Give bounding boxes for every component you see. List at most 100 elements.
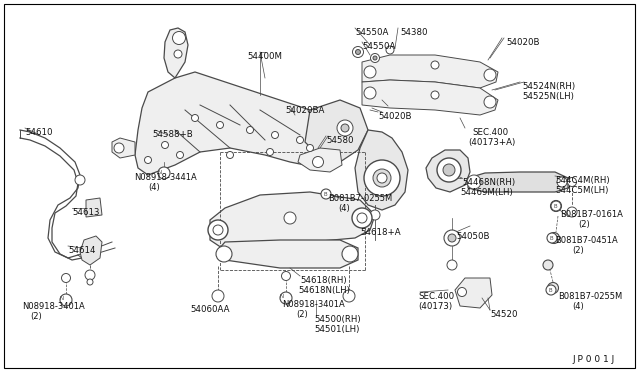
Text: N: N — [60, 296, 64, 301]
Text: J P 0 0 1 J: J P 0 0 1 J — [572, 355, 614, 364]
Polygon shape — [86, 198, 102, 217]
Text: 544C4M(RH): 544C4M(RH) — [555, 176, 610, 185]
Circle shape — [342, 246, 358, 262]
Circle shape — [177, 151, 184, 158]
Circle shape — [353, 46, 364, 58]
Circle shape — [484, 96, 496, 108]
Circle shape — [337, 120, 353, 136]
Text: 54501(LH): 54501(LH) — [314, 325, 360, 334]
Circle shape — [448, 234, 456, 242]
Circle shape — [458, 288, 467, 296]
Circle shape — [296, 137, 303, 144]
Circle shape — [321, 189, 331, 199]
Text: SEC.400: SEC.400 — [418, 292, 454, 301]
Text: 54520: 54520 — [490, 310, 518, 319]
Circle shape — [467, 175, 481, 189]
Circle shape — [312, 157, 323, 167]
Polygon shape — [112, 138, 135, 158]
Text: (4): (4) — [338, 204, 349, 213]
Circle shape — [208, 220, 228, 240]
Circle shape — [431, 61, 439, 69]
Text: 54618+A: 54618+A — [360, 228, 401, 237]
Circle shape — [371, 54, 380, 62]
Text: B: B — [548, 288, 552, 292]
Text: 54468N(RH): 54468N(RH) — [462, 178, 515, 187]
Circle shape — [145, 157, 152, 164]
Circle shape — [364, 66, 376, 78]
Text: 54400M: 54400M — [247, 52, 282, 61]
Circle shape — [364, 87, 376, 99]
Text: (40173): (40173) — [418, 302, 452, 311]
Text: 54020B: 54020B — [506, 38, 540, 47]
Polygon shape — [362, 80, 498, 115]
Circle shape — [568, 177, 577, 186]
Text: 54525N(LH): 54525N(LH) — [522, 92, 574, 101]
Circle shape — [484, 69, 496, 81]
Text: B: B — [323, 192, 327, 196]
Circle shape — [547, 233, 557, 243]
Text: 54020B: 54020B — [378, 112, 412, 121]
Text: (2): (2) — [578, 220, 589, 229]
Circle shape — [355, 49, 360, 55]
Circle shape — [85, 270, 95, 280]
Polygon shape — [468, 172, 568, 192]
Text: (2): (2) — [572, 246, 584, 255]
Circle shape — [550, 201, 561, 212]
Circle shape — [447, 260, 457, 270]
Text: 54050B: 54050B — [456, 232, 490, 241]
Circle shape — [280, 292, 292, 304]
Text: 54550A: 54550A — [355, 28, 388, 37]
Circle shape — [87, 279, 93, 285]
Text: B081B7-0451A: B081B7-0451A — [555, 236, 618, 245]
Circle shape — [266, 148, 273, 155]
Polygon shape — [298, 148, 342, 172]
Circle shape — [444, 230, 460, 246]
Circle shape — [431, 91, 439, 99]
Text: (40173+A): (40173+A) — [468, 138, 515, 147]
Text: B081B7-0255M: B081B7-0255M — [558, 292, 622, 301]
Polygon shape — [455, 278, 492, 308]
Circle shape — [546, 285, 556, 295]
Circle shape — [61, 273, 70, 282]
Circle shape — [158, 167, 170, 179]
Text: 54550A: 54550A — [362, 42, 396, 51]
Text: 54618N(LH): 54618N(LH) — [298, 286, 350, 295]
Circle shape — [213, 225, 223, 235]
Circle shape — [551, 201, 561, 211]
Circle shape — [386, 46, 394, 54]
Polygon shape — [426, 150, 470, 192]
Text: N: N — [158, 170, 162, 174]
Text: 54524N(RH): 54524N(RH) — [522, 82, 575, 91]
Text: 54469M(LH): 54469M(LH) — [460, 188, 513, 197]
Circle shape — [174, 50, 182, 58]
Polygon shape — [80, 236, 102, 265]
Circle shape — [548, 232, 559, 244]
Polygon shape — [210, 192, 375, 250]
Circle shape — [161, 141, 168, 148]
Text: (4): (4) — [572, 302, 584, 311]
Text: N: N — [280, 295, 284, 299]
Polygon shape — [218, 240, 358, 268]
Text: 54500(RH): 54500(RH) — [314, 315, 360, 324]
Text: B: B — [549, 235, 553, 241]
Text: 54580: 54580 — [326, 136, 353, 145]
Circle shape — [357, 213, 367, 223]
Circle shape — [437, 158, 461, 182]
Text: 54060AA: 54060AA — [190, 305, 230, 314]
Circle shape — [567, 207, 577, 217]
Circle shape — [216, 122, 223, 128]
Text: B081B7-0161A: B081B7-0161A — [560, 210, 623, 219]
Polygon shape — [305, 100, 368, 162]
Polygon shape — [135, 72, 350, 175]
Circle shape — [543, 260, 553, 270]
Text: 54614: 54614 — [68, 246, 95, 255]
Text: 54020BA: 54020BA — [285, 106, 324, 115]
Text: N08918-3401A: N08918-3401A — [22, 302, 84, 311]
Circle shape — [370, 210, 380, 220]
Text: 54613: 54613 — [72, 208, 99, 217]
Circle shape — [343, 290, 355, 302]
Circle shape — [246, 126, 253, 134]
Text: 54380: 54380 — [400, 28, 428, 37]
Circle shape — [352, 208, 372, 228]
Circle shape — [227, 151, 234, 158]
